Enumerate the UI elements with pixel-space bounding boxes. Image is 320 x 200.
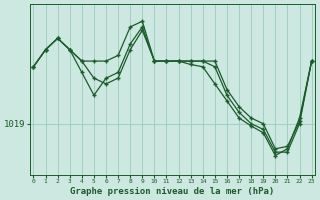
X-axis label: Graphe pression niveau de la mer (hPa): Graphe pression niveau de la mer (hPa) bbox=[70, 187, 275, 196]
